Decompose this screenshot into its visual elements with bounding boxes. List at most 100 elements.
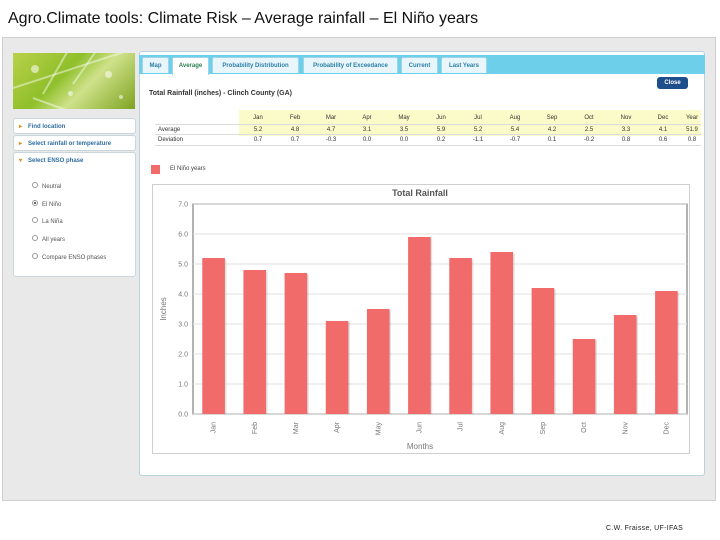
sidebar-item-label: Select rainfall or temperature (28, 141, 112, 147)
sidebar-item-label: Select ENSO phase (28, 158, 84, 164)
table-cell: -1.1 (472, 137, 484, 143)
radio-icon (32, 217, 38, 224)
x-tick-label: Mar (293, 421, 300, 434)
tab-probability-distribution[interactable]: Probability Distribution (212, 57, 299, 73)
x-tick-label: Nov (622, 422, 629, 435)
bar (202, 258, 225, 414)
table-cell: 5.9 (436, 127, 446, 133)
table-cell: 51.9 (686, 127, 698, 133)
bar (325, 321, 349, 414)
x-tick-label: Sep (540, 422, 547, 435)
bar (613, 315, 637, 414)
enso-option-el-nino[interactable]: El Niño (32, 200, 61, 210)
sidebar-item-find-location[interactable]: ▸ Find location (13, 118, 136, 134)
table-row-label: Deviation (158, 137, 184, 143)
chevron-right-icon: ▸ (19, 124, 23, 130)
table-cell: 5.2 (473, 127, 483, 133)
table-cell: 0.1 (547, 137, 557, 143)
table-cell: 0.8 (621, 137, 631, 143)
table-cell: 4.8 (290, 127, 300, 133)
y-tick-label: 0.0 (178, 412, 188, 419)
table-cell: 0.6 (658, 137, 668, 143)
table-header-cell: Aug (509, 115, 521, 121)
table-divider (155, 124, 701, 125)
y-tick-label: 2.0 (178, 352, 188, 359)
bar (284, 273, 308, 414)
table-cell: 0.2 (436, 137, 446, 143)
table-cell: 3.5 (399, 127, 409, 133)
y-axis-label: Inches (159, 297, 168, 321)
table-cell: 0.8 (687, 137, 697, 143)
x-tick-label: Jul (458, 422, 465, 431)
chart-title: Total Rainfall (392, 188, 448, 198)
tab-last-years[interactable]: Last Years (441, 57, 487, 73)
table-header-cell: Dec (657, 115, 669, 121)
radio-icon (32, 182, 38, 189)
radio-checked-icon (32, 200, 38, 207)
table-title: Total Rainfall (inches) - Clinch County … (149, 90, 292, 97)
table-header-cell: Apr (362, 115, 372, 121)
x-tick-label: Aug (499, 422, 506, 435)
table-cell: 0.7 (290, 137, 300, 143)
table-cell: 0.7 (253, 137, 263, 143)
enso-option-la-nina[interactable]: La Niña (32, 217, 63, 227)
table-row-label: Average (158, 127, 181, 133)
table-cell: 5.2 (253, 127, 263, 133)
table-cell: 4.1 (658, 127, 668, 133)
table-cell: 3.3 (621, 127, 631, 133)
table-highlight (239, 110, 701, 136)
bar (408, 237, 431, 414)
tab-current[interactable]: Current (401, 57, 438, 73)
table-header-cell: Year (685, 115, 699, 121)
y-tick-label: 3.0 (178, 322, 188, 329)
slide-title: Agro.Climate tools: Climate Risk – Avera… (8, 10, 479, 27)
table-cell: -0.2 (583, 137, 595, 143)
chevron-down-icon: ▾ (19, 158, 23, 164)
enso-option-all-years[interactable]: All years (32, 235, 65, 245)
chevron-right-icon: ▸ (19, 141, 23, 147)
table-cell: 5.4 (510, 127, 520, 133)
table-header-cell: Sep (546, 115, 558, 121)
table-divider (155, 145, 701, 146)
table-cell: 3.1 (362, 127, 372, 133)
y-tick-label: 6.0 (178, 232, 188, 239)
x-tick-label: Feb (252, 422, 259, 434)
bar (655, 291, 678, 414)
table-divider (155, 134, 701, 135)
x-tick-label: Dec (663, 422, 670, 435)
sidebar-item-select-variable[interactable]: ▸ Select rainfall or temperature (13, 135, 136, 151)
bar (572, 339, 596, 414)
bar (243, 270, 267, 414)
table-cell: -0.3 (325, 137, 337, 143)
table-header-cell: May (398, 115, 410, 121)
legend-swatch (151, 165, 160, 174)
table-cell: 4.2 (547, 127, 557, 133)
radio-icon (32, 253, 38, 260)
sidebar-item-label: Find location (28, 124, 66, 130)
bar (366, 309, 390, 414)
plot-area (192, 203, 688, 415)
tab-average[interactable]: Average (172, 57, 209, 75)
bar (531, 288, 555, 414)
x-tick-label: Jan (211, 422, 218, 433)
leaf-banner-image (13, 53, 135, 109)
table-header-cell: Jul (474, 115, 482, 121)
table-header-cell: Nov (620, 115, 632, 121)
rainfall-bar-chart: Total Rainfall 0.0 1.0 2.0 3.0 4.0 5.0 6.0 7.0 Ja… (159, 188, 688, 451)
tab-probability-of-exceedance[interactable]: Probability of Exceedance (303, 57, 398, 73)
x-tick-label: May (375, 422, 382, 436)
table-cell: 4.7 (326, 127, 336, 133)
close-button[interactable]: Close (657, 77, 688, 89)
enso-option-neutral[interactable]: Neutral (32, 182, 61, 192)
table-header-cell: Jun (436, 115, 446, 121)
x-tick-label: Oct (581, 422, 588, 433)
sidebar-item-select-enso[interactable]: ▾ Select ENSO phase (14, 153, 135, 169)
bar (490, 252, 514, 414)
radio-icon (32, 235, 38, 242)
bar (449, 258, 472, 414)
enso-option-compare[interactable]: Compare ENSO phases (32, 253, 106, 263)
credit-text: C.W. Fraisse, UF-IFAS (606, 525, 684, 532)
table-cell: 0.0 (399, 137, 409, 143)
x-tick-label: Apr (334, 421, 341, 433)
tab-map[interactable]: Map (142, 57, 169, 73)
